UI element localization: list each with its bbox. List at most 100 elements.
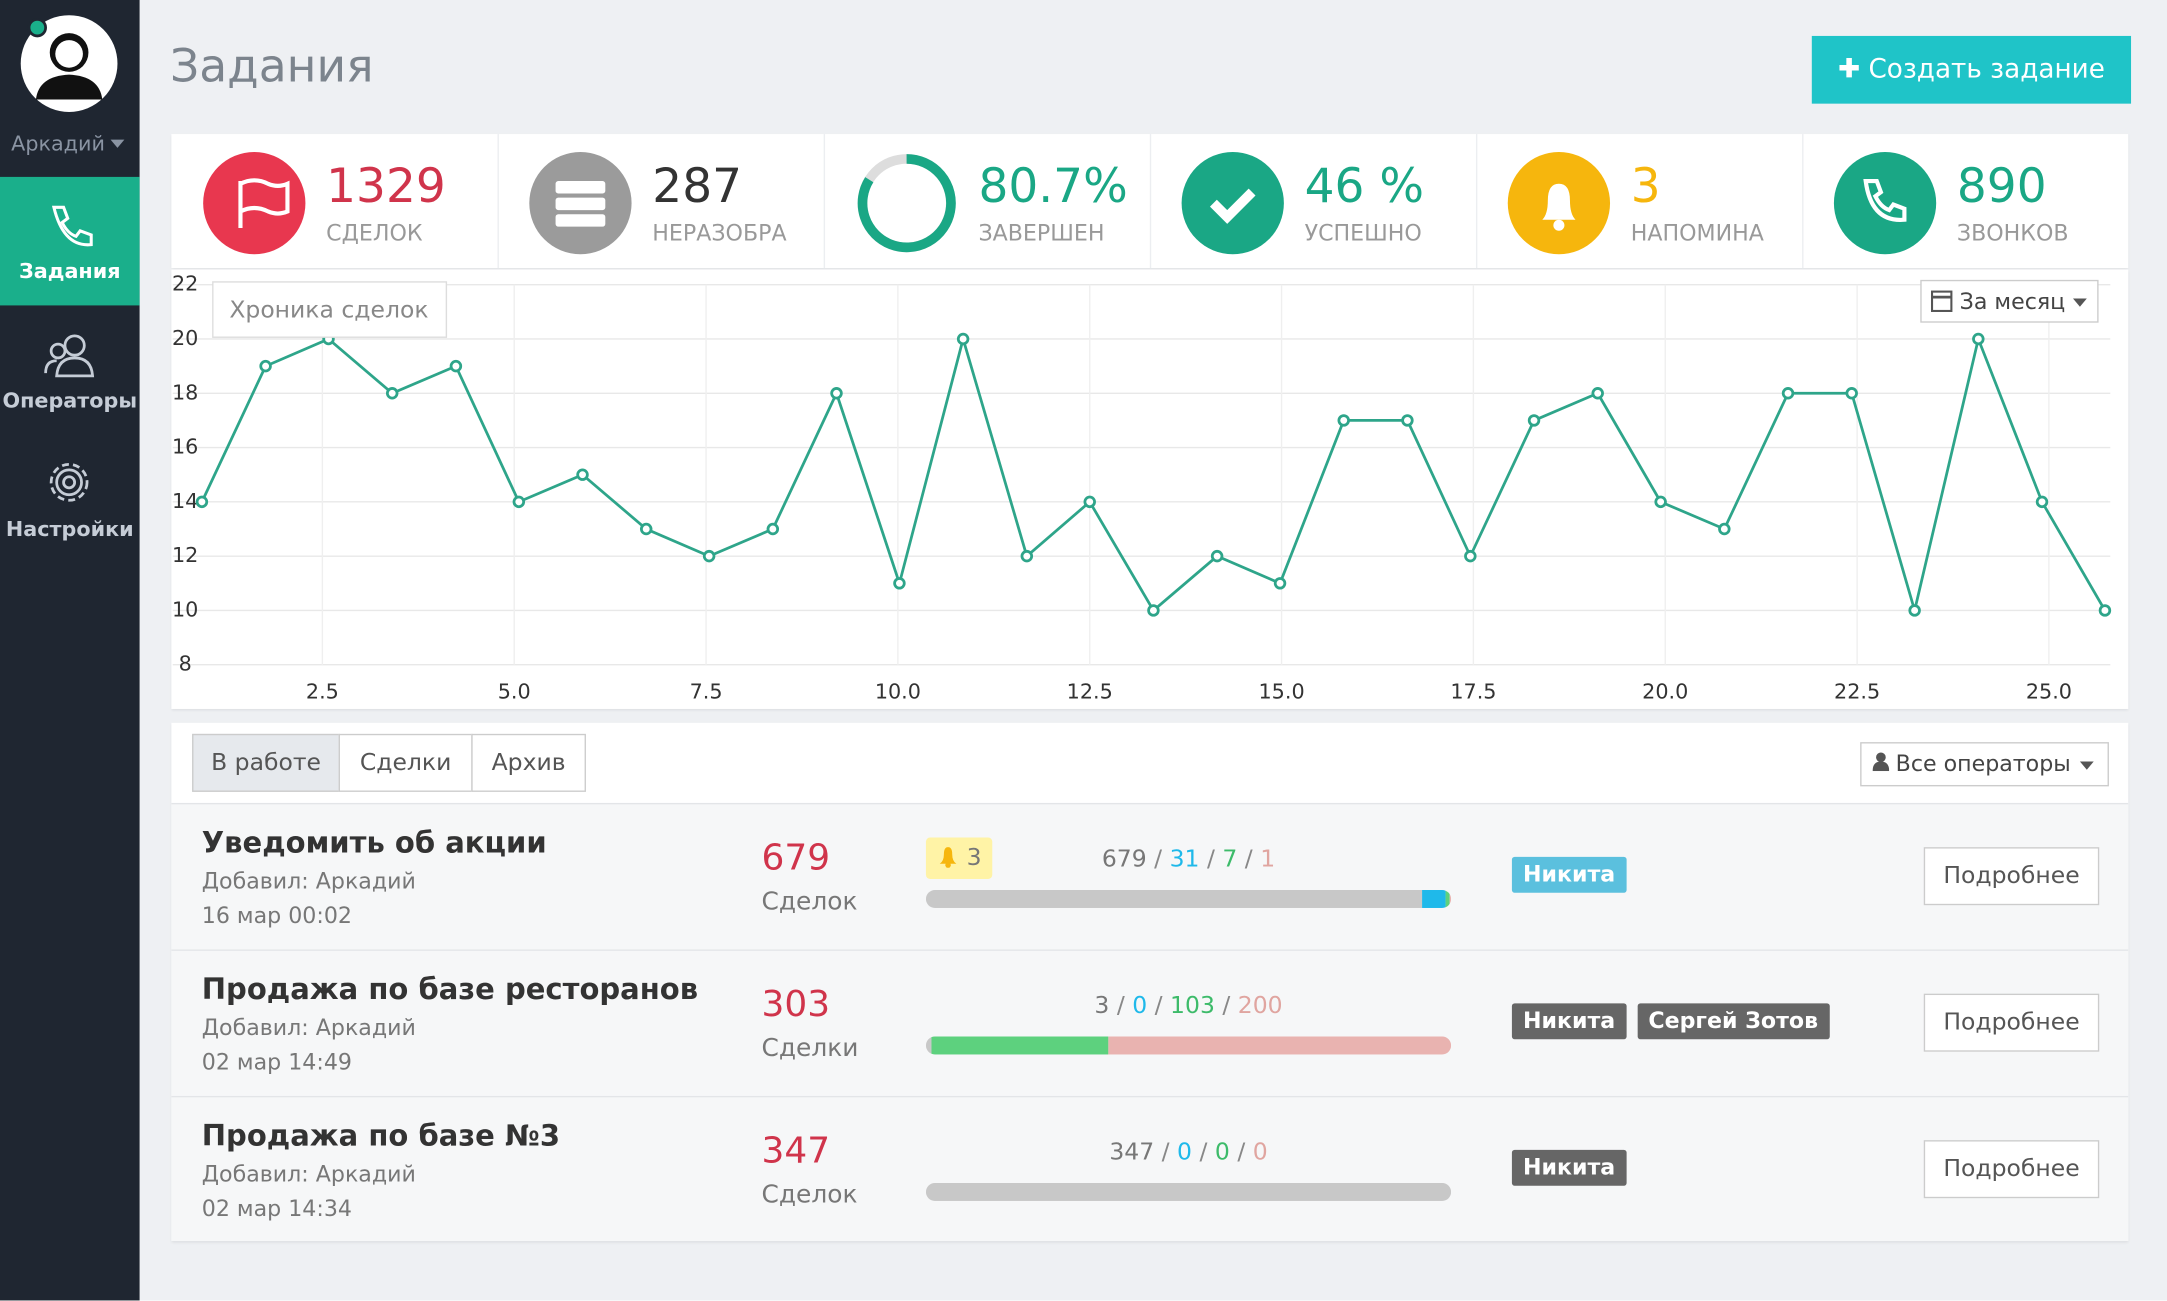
x-tick-label: 25.0 xyxy=(2026,679,2072,703)
stat-icon xyxy=(1507,152,1611,255)
operator-chip: Никита xyxy=(1511,856,1627,893)
create-button-label[interactable]: Создать задание xyxy=(1868,53,2105,85)
stat-card: 287 НЕРАЗОБРА xyxy=(498,134,826,269)
task-title: Уведомить об акции xyxy=(201,826,547,860)
point xyxy=(1147,604,1160,617)
task-title: Продажа по базе ресторанов xyxy=(201,972,699,1007)
tab[interactable]: Сделки xyxy=(338,733,473,792)
progress-segment xyxy=(1445,890,1451,908)
chart-panel: 8 10 12 14 16 18 20 22 2.5 5.0 7.5 10.0 12.5 15.0 17.5… xyxy=(171,269,2129,709)
progress-number: 7 xyxy=(1199,846,1237,874)
operator-chip: Никита xyxy=(1511,1149,1627,1186)
y-tick-label: 20 xyxy=(172,326,198,350)
stat-label: НАПОМИНА xyxy=(1630,219,1764,246)
stat-card: 890 ЗВОНКОВ xyxy=(1802,134,2130,269)
progress-numbers: 6793171 xyxy=(926,846,1451,874)
reminder-badge: 3 xyxy=(925,837,993,879)
point xyxy=(259,359,272,373)
x-tick-label: 17.5 xyxy=(1450,679,1496,703)
x-tick-label: 15.0 xyxy=(1259,679,1305,703)
details-button[interactable]: Подробнее xyxy=(1923,993,2100,1052)
stats-panel: 1329 СДЕЛОК 287 НЕРАЗОБРА 80.7% ЗАВЕРШЕН 46 % У… xyxy=(171,134,2130,269)
menu-item[interactable]: Задания xyxy=(0,176,140,306)
operators: Никита Сергей Зотов xyxy=(1511,1003,1840,1040)
progress-segment xyxy=(1107,1036,1452,1055)
create-button[interactable]: Создать задание xyxy=(1811,35,2132,104)
y-tick-label: 10 xyxy=(172,597,198,621)
progress-number: 3 xyxy=(1094,992,1110,1020)
task-date: 16 мар 00:02 xyxy=(201,902,352,929)
stat-card: 80.7% ЗАВЕРШЕН xyxy=(824,134,1152,269)
point xyxy=(1972,332,1985,346)
period-label[interactable]: За месяц xyxy=(1960,289,2066,315)
progress-bar xyxy=(925,1182,1452,1201)
point xyxy=(1527,414,1541,427)
stat-card: 46 % УСПЕШНО xyxy=(1150,134,1478,269)
menu-label[interactable]: Настройки xyxy=(5,516,134,542)
x-tick-label: 22.5 xyxy=(1834,679,1880,703)
stat-label: ЗАВЕРШЕН xyxy=(978,219,1105,246)
x-tick-label: 5.0 xyxy=(498,679,531,703)
progress-number: 31 xyxy=(1147,846,1200,874)
chart: 8 10 12 14 16 18 20 22 2.5 5.0 7.5 10.0 12.5 15.0 17.5… xyxy=(172,272,2112,703)
details-button[interactable]: Подробнее xyxy=(1923,847,2100,906)
point xyxy=(702,549,716,563)
details-button[interactable]: Подробнее xyxy=(1923,1140,2100,1199)
point xyxy=(195,495,209,509)
progress-number: 347 xyxy=(1109,1138,1155,1167)
task-author: Добавил: Аркадий xyxy=(201,1014,416,1041)
progress-segment xyxy=(1422,890,1446,908)
point xyxy=(766,522,780,536)
progress-bar xyxy=(925,890,1452,908)
point xyxy=(830,387,843,400)
progress-number: 0 xyxy=(1109,992,1147,1020)
stat-value: 287 xyxy=(652,158,743,215)
chart-title: Хроника сделок xyxy=(229,295,428,323)
x-tick-label: 12.5 xyxy=(1067,679,1113,703)
menu-label[interactable]: Операторы xyxy=(2,388,138,414)
menu-label[interactable]: Задания xyxy=(18,258,121,284)
x-tick-label: 7.5 xyxy=(690,679,723,703)
operator-filter[interactable]: Все операторы xyxy=(1860,742,2109,787)
point xyxy=(449,359,463,373)
task-count: 303 xyxy=(761,983,831,1026)
user-name[interactable]: Аркадий xyxy=(11,132,105,156)
stat-icon xyxy=(1833,152,1937,255)
x-tick-label: 20.0 xyxy=(1642,679,1688,703)
point xyxy=(1273,577,1287,590)
tab[interactable]: В работе xyxy=(192,733,340,792)
progress-number: 1 xyxy=(1237,846,1275,874)
y-tick-label: 16 xyxy=(172,435,198,459)
menu-item[interactable]: Операторы xyxy=(0,307,140,436)
period-button[interactable] xyxy=(1920,279,2099,323)
x-tick-label: 10.0 xyxy=(875,679,921,703)
operator-filter-label[interactable]: Все операторы xyxy=(1895,750,2071,777)
point xyxy=(893,577,906,590)
progress-segment xyxy=(1450,890,1452,908)
stat-value: 1329 xyxy=(326,158,446,215)
menu-item[interactable]: Настройки xyxy=(0,435,140,564)
avatar[interactable]: Аркадий xyxy=(0,0,140,177)
stat-icon xyxy=(857,154,956,253)
task-title: Продажа по базе №3 xyxy=(201,1119,561,1153)
x-tick-label: 2.5 xyxy=(306,679,339,703)
stat-value: 80.7% xyxy=(978,158,1128,215)
stat-value: 3 xyxy=(1630,158,1661,215)
progress-segment xyxy=(931,1036,1108,1055)
y-tick-label: 14 xyxy=(172,489,198,513)
point xyxy=(1654,495,1667,509)
point xyxy=(1908,604,1921,617)
tab[interactable]: Архив xyxy=(471,733,586,792)
stat-icon xyxy=(1181,152,1284,255)
task-row: Уведомить об акции Добавил: Аркадий 16 мар… xyxy=(171,802,2129,950)
task-date: 02 мар 14:49 xyxy=(201,1048,352,1076)
stat-icon xyxy=(529,152,632,255)
task-author: Добавил: Аркадий xyxy=(201,1160,416,1188)
task-row: Продажа по базе ресторанов Добавил: Аркад… xyxy=(171,949,2129,1096)
task-date: 02 мар 14:34 xyxy=(201,1195,352,1222)
progress-number: 679 xyxy=(1101,845,1147,874)
page-title: Задания xyxy=(169,38,374,93)
progress-segment xyxy=(925,890,1423,908)
